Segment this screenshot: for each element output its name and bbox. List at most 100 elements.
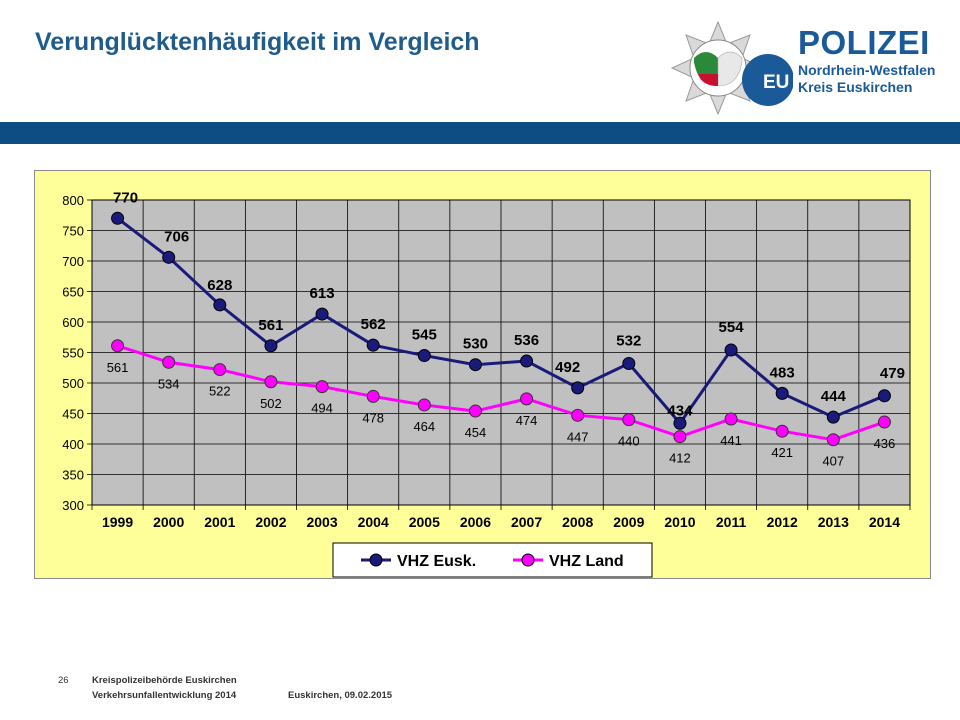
x-tick-label: 2006: [460, 514, 491, 530]
x-tick-label: 2003: [306, 514, 337, 530]
data-point-vhz-eusk: [315, 307, 329, 321]
data-point-vhz-eusk: [775, 386, 789, 400]
data-point-vhz-land: [366, 389, 380, 403]
data-point-vhz-land: [826, 433, 840, 447]
data-point-vhz-land: [468, 404, 482, 418]
data-point-vhz-eusk: [162, 250, 176, 264]
data-point-vhz-land: [673, 430, 687, 444]
data-point-vhz-eusk: [724, 343, 738, 357]
y-tick-label: 750: [62, 224, 84, 239]
line-chart: 300 350 400 450 500 550 600 650 700 750 800 1999 200…: [34, 170, 931, 579]
chart-container: 300 350 400 450 500 550 600 650 700 750 800 1999 200…: [34, 170, 931, 579]
series-line-vhz-eusk: [116, 217, 886, 426]
data-label-vhz-land: 474: [516, 413, 538, 428]
data-label-vhz-land: 464: [413, 419, 435, 434]
data-point-vhz-eusk: [826, 410, 840, 424]
y-tick-label: 350: [62, 468, 84, 483]
legend-label-vhz-land: VHZ Land: [549, 553, 624, 570]
data-point-vhz-eusk: [417, 349, 431, 363]
polizei-logo: EU POLIZEI Nordrhein-Westfalen Kreis Eus…: [668, 20, 958, 115]
data-point-vhz-land: [877, 415, 891, 429]
x-tick-label: 2002: [255, 514, 286, 530]
data-point-vhz-land: [724, 412, 738, 426]
data-point-vhz-eusk: [264, 339, 278, 353]
data-point-vhz-land: [571, 408, 585, 422]
y-tick-label: 400: [62, 437, 84, 452]
footer-date: Euskirchen, 09.02.2015: [288, 690, 393, 701]
data-point-vhz-eusk: [366, 338, 380, 352]
data-point-vhz-eusk: [622, 356, 636, 370]
data-point-vhz-eusk: [468, 358, 482, 372]
police-star-icon: EU: [670, 20, 793, 115]
logo-line2: Kreis Euskirchen: [798, 79, 913, 95]
slide-title: Verunglücktenhäufigkeit im Vergleich: [35, 28, 480, 56]
data-label-vhz-eusk: 536: [514, 332, 539, 349]
x-tick-label: 2000: [153, 514, 184, 530]
data-label-vhz-eusk: 554: [719, 319, 745, 336]
data-point-vhz-land: [315, 380, 329, 394]
data-point-vhz-eusk: [877, 389, 891, 403]
y-tick-label: 800: [62, 193, 84, 208]
data-point-vhz-eusk: [213, 298, 227, 312]
data-label-vhz-land: 407: [822, 454, 844, 469]
data-label-vhz-eusk: 483: [770, 364, 795, 381]
data-label-vhz-land: 478: [362, 410, 384, 425]
data-label-vhz-eusk: 545: [412, 327, 437, 344]
x-tick-label: 2013: [818, 514, 849, 530]
x-tick-label: 2008: [562, 514, 593, 530]
data-label-vhz-land: 436: [874, 436, 896, 451]
logo-line1: Nordrhein-Westfalen: [798, 62, 936, 78]
x-tick-label: 1999: [102, 514, 133, 530]
data-point-vhz-eusk: [571, 381, 585, 395]
data-label-vhz-eusk: 434: [667, 402, 693, 419]
data-point-vhz-eusk: [111, 211, 125, 225]
data-point-vhz-eusk: [520, 354, 534, 368]
data-point-vhz-land: [622, 413, 636, 427]
logo-brand: POLIZEI: [798, 24, 930, 61]
header-bar: [0, 122, 960, 144]
y-tick-label: 450: [62, 407, 84, 422]
data-point-vhz-eusk: [673, 416, 687, 430]
data-label-vhz-land: 454: [465, 425, 487, 440]
data-label-vhz-land: 502: [260, 396, 282, 411]
x-tick-label: 2014: [869, 514, 900, 530]
data-label-vhz-eusk: 492: [555, 359, 580, 376]
x-tick-label: 2004: [358, 514, 389, 530]
legend-marker-vhz-eusk: [369, 553, 383, 567]
data-label-vhz-land: 494: [311, 401, 333, 416]
data-point-vhz-land: [111, 339, 125, 353]
data-point-vhz-land: [520, 392, 534, 406]
x-tick-label: 2011: [716, 514, 747, 530]
legend-marker-vhz-land: [521, 553, 535, 567]
data-label-vhz-land: 522: [209, 384, 231, 399]
data-label-vhz-land: 440: [618, 434, 640, 449]
data-label-vhz-eusk: 706: [164, 228, 189, 245]
data-label-vhz-eusk: 613: [310, 285, 335, 302]
data-label-vhz-land: 421: [771, 445, 793, 460]
data-label-vhz-land: 447: [567, 429, 589, 444]
data-label-vhz-eusk: 561: [258, 317, 283, 334]
data-label-vhz-eusk: 562: [361, 316, 386, 333]
x-tick-label: 2005: [409, 514, 440, 530]
data-point-vhz-land: [264, 375, 278, 389]
emblem-text: EU: [763, 72, 789, 93]
data-label-vhz-land: 534: [158, 376, 180, 391]
data-label-vhz-land: 412: [669, 451, 691, 466]
data-label-vhz-land: 561: [107, 360, 129, 375]
data-label-vhz-land: 441: [720, 433, 742, 448]
x-tick-label: 2001: [204, 514, 235, 530]
data-label-vhz-eusk: 770: [113, 189, 138, 206]
x-tick-label: 2007: [511, 514, 542, 530]
legend-label-vhz-eusk: VHZ Eusk.: [397, 553, 476, 570]
y-tick-label: 700: [62, 254, 84, 269]
series-line-vhz-land: [117, 344, 885, 442]
footer-line2: Verkehrsunfallentwicklung 2014: [92, 690, 237, 701]
data-label-vhz-eusk: 479: [880, 365, 905, 382]
data-label-vhz-eusk: 444: [821, 388, 847, 405]
y-tick-label: 550: [62, 346, 84, 361]
data-label-vhz-eusk: 530: [463, 336, 488, 353]
x-tick-label: 2010: [664, 514, 695, 530]
y-tick-label: 500: [62, 376, 84, 391]
page-number: 26: [58, 675, 69, 686]
data-point-vhz-land: [213, 363, 227, 377]
